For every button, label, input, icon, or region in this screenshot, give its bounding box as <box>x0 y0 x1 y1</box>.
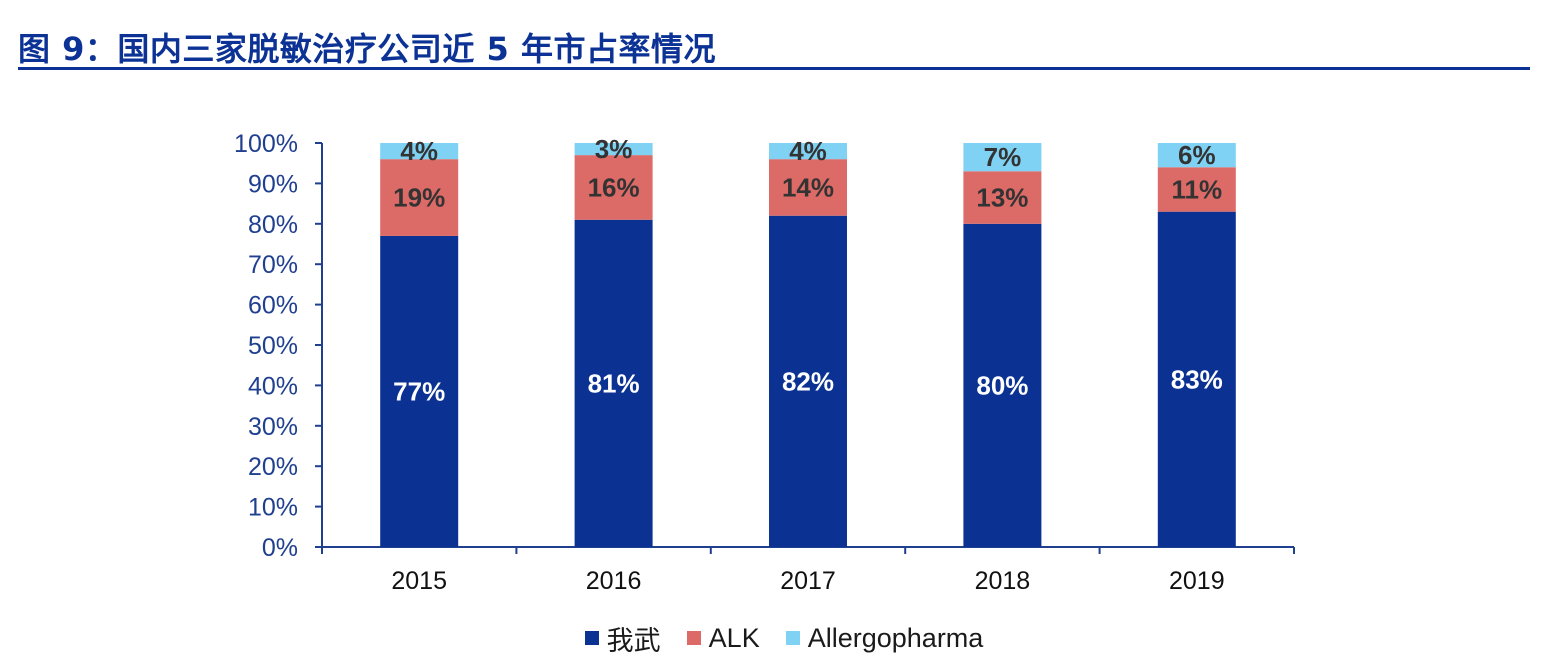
y-tick-label: 100% <box>234 130 298 158</box>
chart-legend: 我武 ALK Allergopharma <box>0 618 1548 658</box>
y-tick-label: 70% <box>248 251 298 279</box>
y-tick-label: 40% <box>248 372 298 400</box>
bar-segment-wowu-2016 <box>574 219 653 547</box>
y-tick-label: 50% <box>248 332 298 360</box>
bar-segment-alk-2017 <box>769 159 847 216</box>
bar-segment-allergopharma-2017 <box>769 143 847 160</box>
bar-segment-allergopharma-2018 <box>963 143 1042 172</box>
legend-item: ALK <box>686 622 760 654</box>
bar-segment-alk-2015 <box>380 159 459 236</box>
y-tick-label: 10% <box>248 494 298 522</box>
bar-value-label: 11% <box>1171 174 1222 204</box>
bar-value-label: 80% <box>976 370 1028 400</box>
bar-value-label: 7% <box>984 142 1022 172</box>
bar-value-label: 13% <box>976 183 1028 213</box>
bar-segment-alk-2018 <box>963 171 1042 224</box>
x-tick-label: 2017 <box>780 567 836 595</box>
bar-segment-allergopharma-2016 <box>574 143 653 156</box>
bar-value-label: 19% <box>393 183 445 213</box>
legend-swatch <box>785 631 800 645</box>
legend-label: ALK <box>708 622 760 653</box>
y-tick-label: 80% <box>248 211 298 239</box>
bar-segment-wowu-2017 <box>769 215 847 547</box>
bar-value-label: 14% <box>782 172 834 202</box>
x-tick-label: 2018 <box>975 567 1031 595</box>
figure-title-bar: 图 9：国内三家脱敏治疗公司近 5 年市占率情况 <box>18 20 1530 70</box>
x-tick-label: 2016 <box>586 567 642 595</box>
legend-label: Allergopharma <box>807 622 984 653</box>
bar-segment-alk-2019 <box>1157 167 1236 212</box>
x-tick-label: 2015 <box>391 567 447 595</box>
figure-title: 图 9：国内三家脱敏治疗公司近 5 年市占率情况 <box>18 30 716 68</box>
y-tick-label: 20% <box>248 453 298 481</box>
bar-segment-allergopharma-2019 <box>1157 143 1236 168</box>
bar-value-label: 77% <box>393 376 445 406</box>
bar-value-label: 6% <box>1178 140 1216 170</box>
bar-value-label: 4% <box>400 136 438 166</box>
legend-label: 我武 <box>606 625 661 656</box>
bar-value-label: 81% <box>588 368 640 398</box>
bar-value-label: 83% <box>1171 364 1223 394</box>
y-tick-label: 60% <box>248 292 298 320</box>
y-tick-label: 30% <box>248 413 298 441</box>
legend-swatch <box>686 631 701 645</box>
bar-value-label: 3% <box>595 134 633 164</box>
legend-swatch <box>584 631 599 645</box>
x-tick-label: 2019 <box>1169 567 1225 595</box>
bar-segment-allergopharma-2015 <box>380 143 459 160</box>
bar-segment-wowu-2019 <box>1157 211 1236 547</box>
bar-value-label: 16% <box>588 172 640 202</box>
bar-segment-wowu-2018 <box>963 223 1042 548</box>
bar-value-label: 82% <box>782 366 834 396</box>
y-tick-label: 0% <box>262 534 298 562</box>
bar-segment-alk-2016 <box>574 155 653 220</box>
y-tick-label: 90% <box>248 170 298 198</box>
legend-item: 我武 <box>584 619 661 658</box>
bar-segment-wowu-2015 <box>380 235 459 548</box>
legend-item: Allergopharma <box>785 622 984 654</box>
bar-value-label: 4% <box>789 136 827 166</box>
